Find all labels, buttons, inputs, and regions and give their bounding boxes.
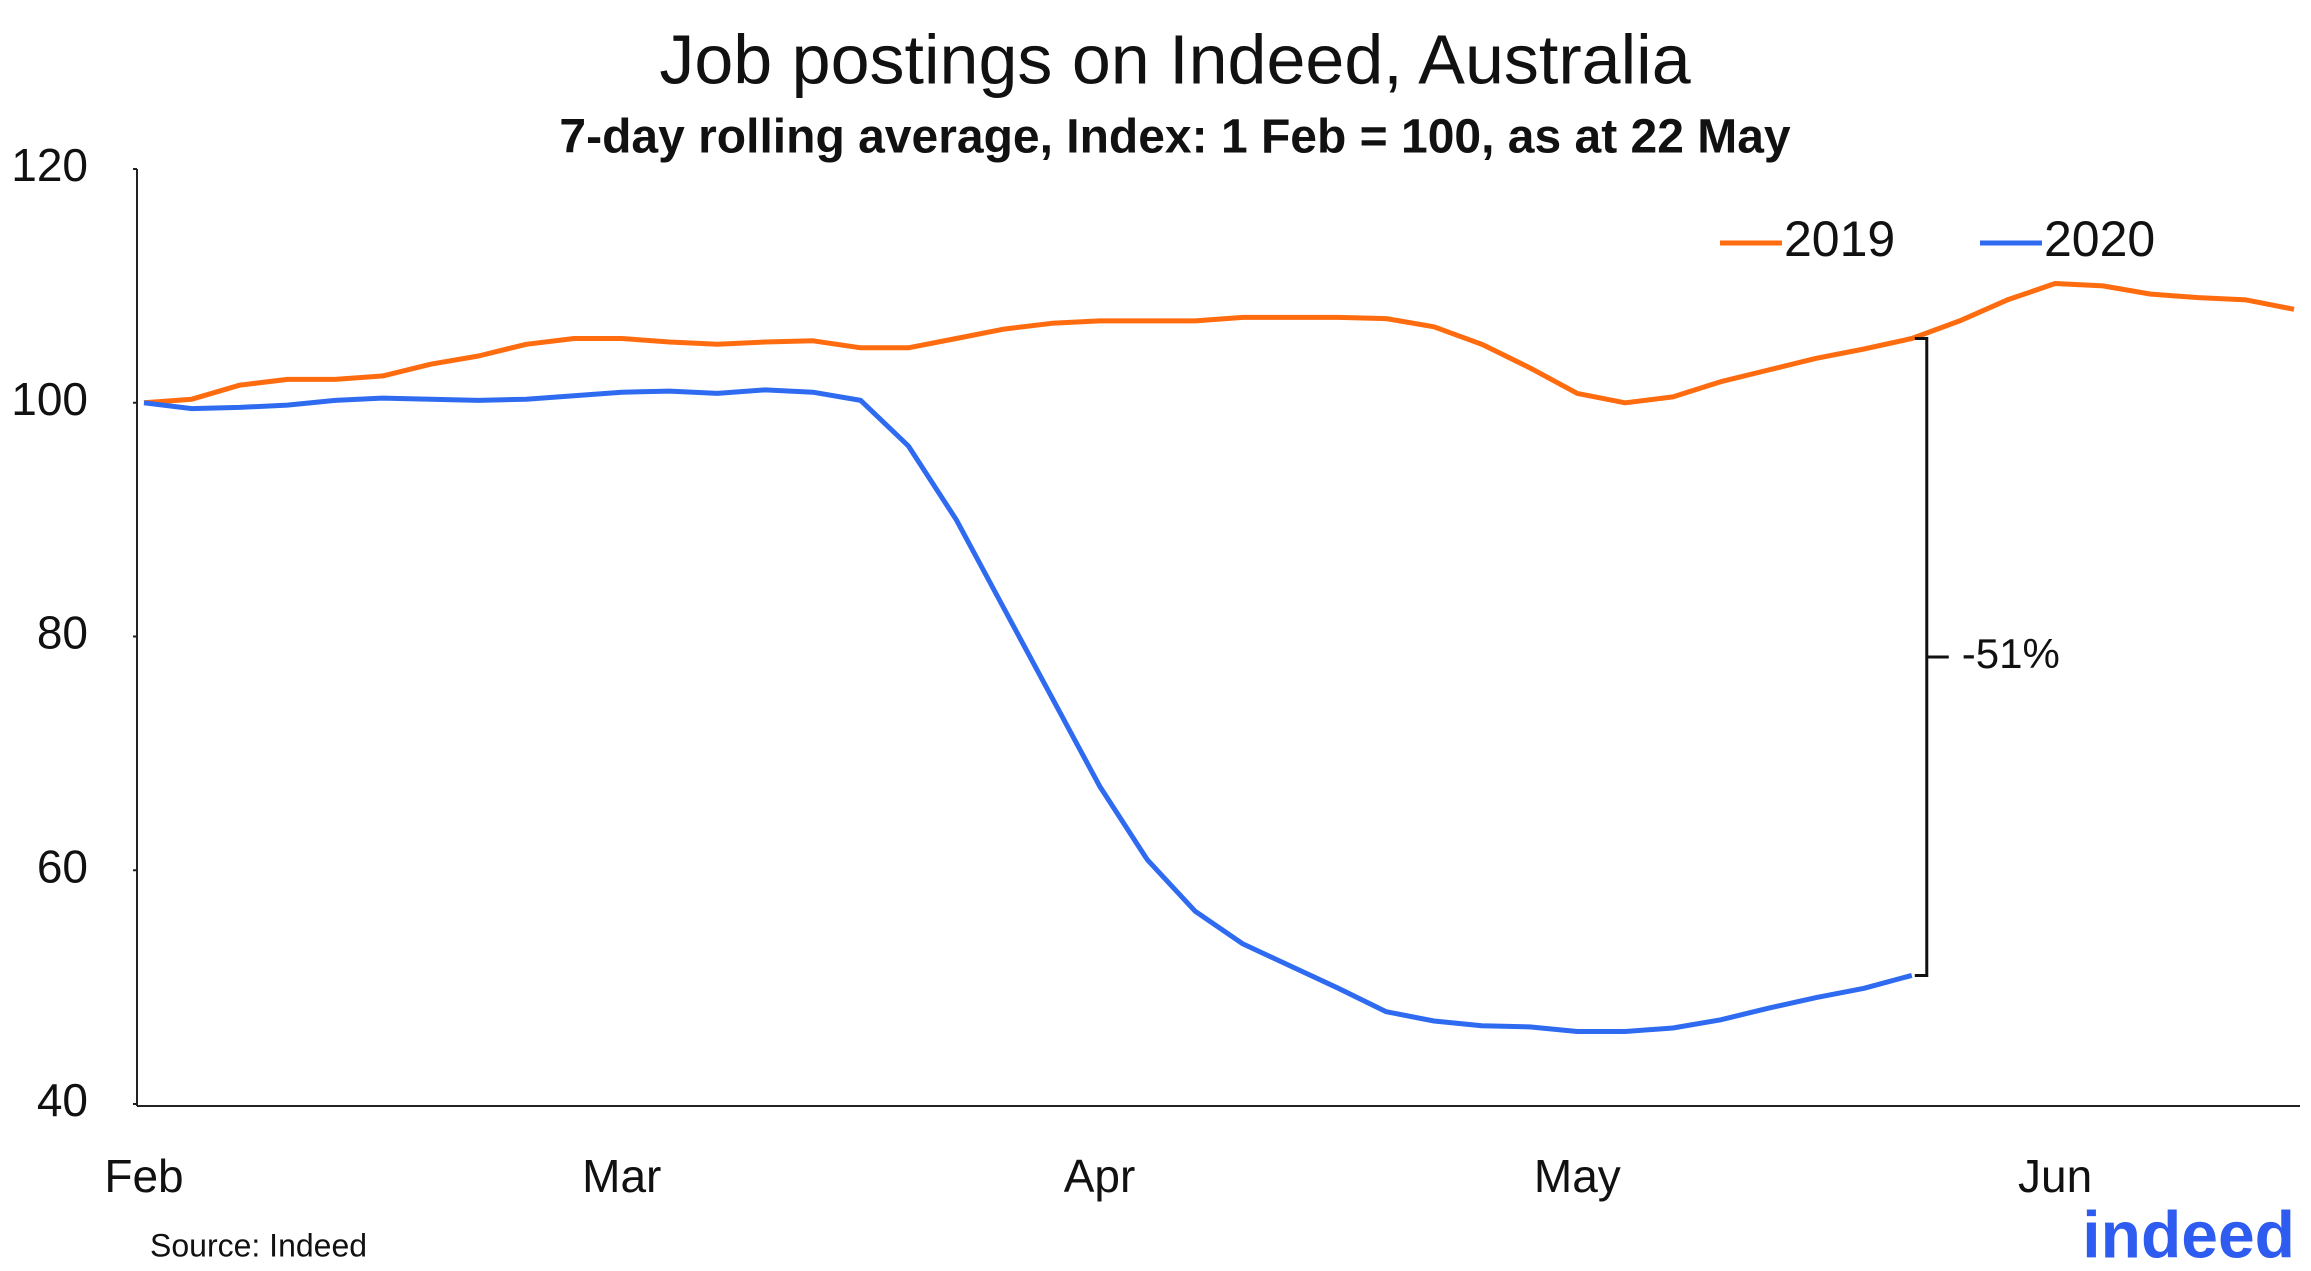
y-tick-label: 80 [37, 607, 88, 659]
series-line [143, 281, 2295, 406]
gap-bracket [1914, 336, 1949, 977]
annotation: -51% [1962, 630, 2060, 677]
logo: indeed [2082, 1197, 2295, 1271]
y-tick-label: 40 [37, 1074, 88, 1126]
source: Source: Indeed [150, 1227, 367, 1263]
x-tick-label: May [1534, 1150, 1621, 1202]
legend-label: 2020 [2044, 211, 2155, 267]
chart-title: Job postings on Indeed, Australia [659, 20, 1690, 98]
series-line [143, 387, 1913, 1034]
x-tick-label: Jun [2018, 1150, 2092, 1202]
y-tick-label: 120 [11, 139, 88, 191]
x-tick-label: Mar [582, 1150, 661, 1202]
chart-subtitle: 7-day rolling average, Index: 1 Feb = 10… [559, 111, 1791, 164]
x-tick-label: Feb [104, 1150, 183, 1202]
y-tick-label: 100 [11, 373, 88, 425]
y-tick-label: 60 [37, 840, 88, 892]
x-tick-label: Apr [1064, 1150, 1136, 1202]
legend-label: 2019 [1784, 211, 1895, 267]
